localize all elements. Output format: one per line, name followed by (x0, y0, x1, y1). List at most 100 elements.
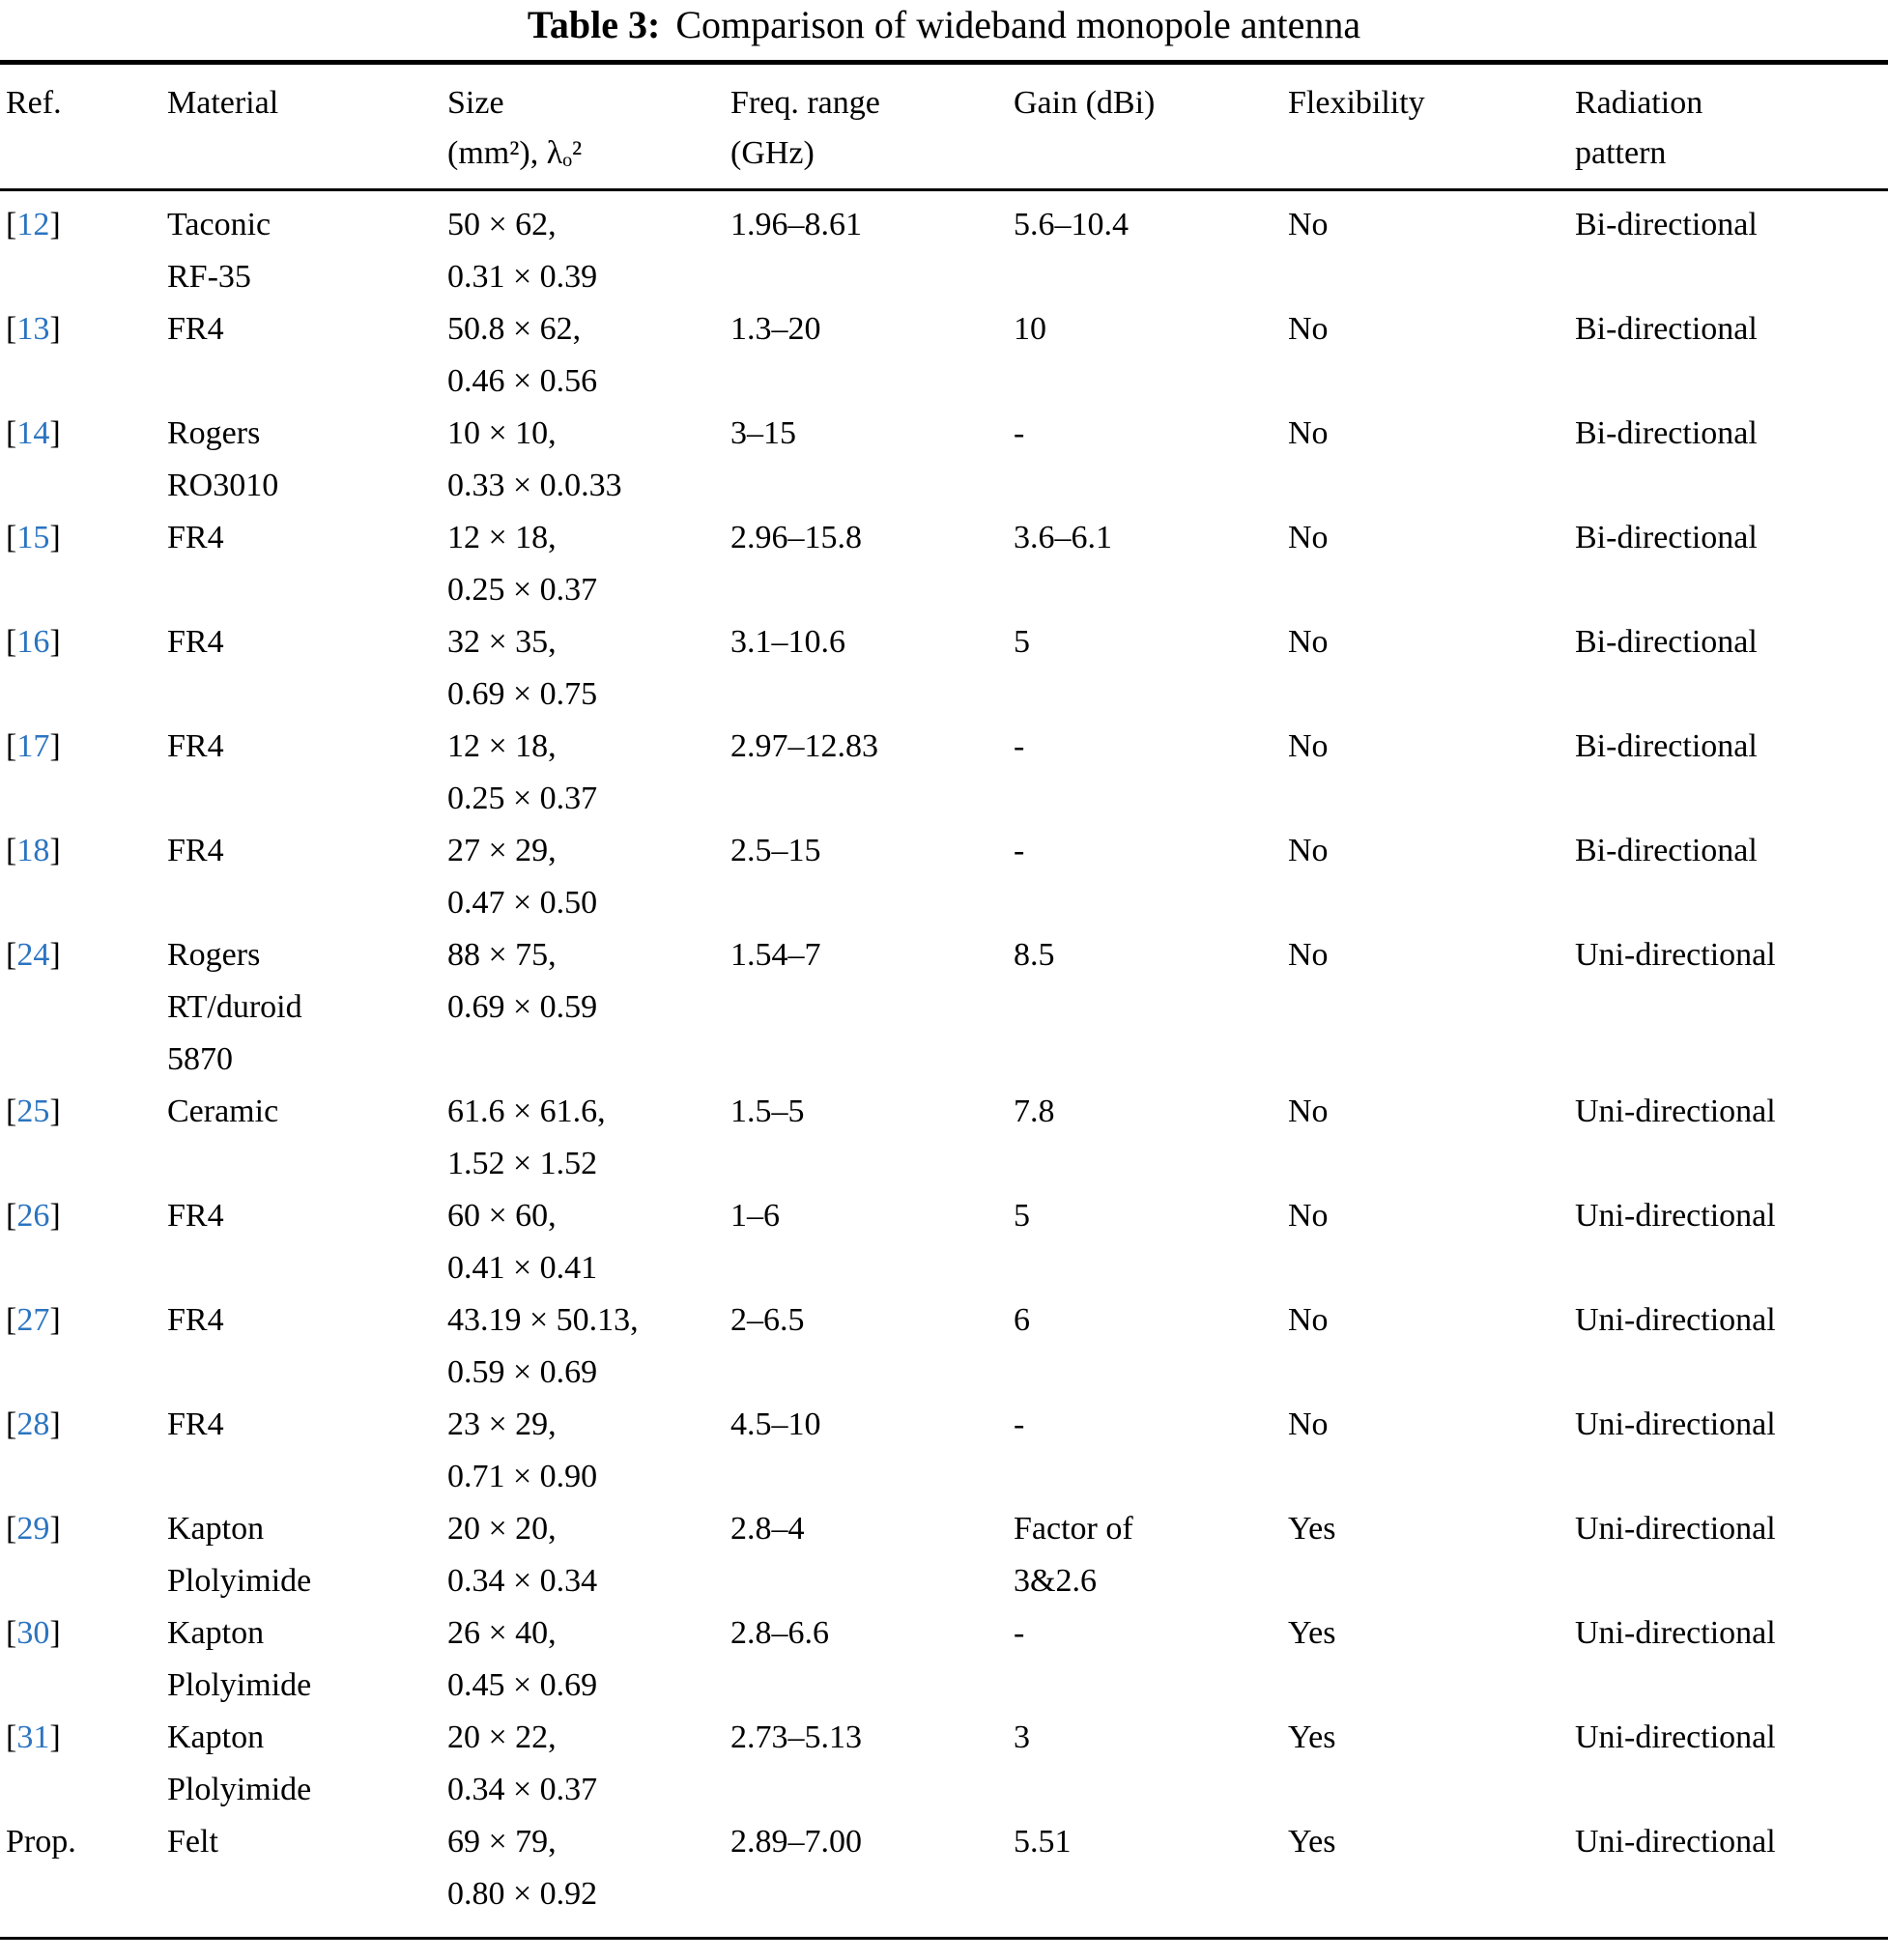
cell-line: 88 × 75, (447, 937, 557, 973)
cell-line: Plolyimide (167, 1563, 312, 1599)
header-freq: Freq. range (GHz) (730, 78, 1014, 179)
table-caption-text: Comparison of wideband monopole antenna (675, 3, 1361, 46)
citation-link[interactable]: [25] (6, 1094, 61, 1129)
ref-cell: [31] (6, 1712, 167, 1764)
cell-line: RT/duroid (167, 989, 302, 1025)
table-row: [15] FR4 12 × 18, 0.25 × 0.37 2.96–15.8 3.6–6… (6, 512, 1888, 616)
material-cell: Felt (167, 1816, 447, 1868)
radiation-cell: Bi-directional (1575, 512, 1888, 564)
size-cell: 69 × 79, 0.80 × 0.92 (447, 1816, 730, 1920)
citation-bracket-close: ] (49, 624, 61, 660)
size-cell: 61.6 × 61.6, 1.52 × 1.52 (447, 1086, 730, 1190)
cell-line: 50.8 × 62, (447, 311, 582, 347)
cell-line: 10 (1014, 311, 1046, 347)
size-cell: 50 × 62, 0.31 × 0.39 (447, 199, 730, 303)
citation-link[interactable]: [26] (6, 1198, 61, 1234)
citation-link[interactable]: [31] (6, 1719, 61, 1755)
freq-cell: 1.54–7 (730, 929, 1014, 981)
flexibility-cell: Yes (1288, 1607, 1575, 1660)
cell-line: 23 × 29, (447, 1406, 557, 1442)
radiation-cell: Bi-directional (1575, 616, 1888, 668)
cell-line: Felt (167, 1824, 218, 1860)
radiation-cell: Bi-directional (1575, 408, 1888, 460)
cell-line: Bi-directional (1575, 728, 1758, 764)
citation-bracket-open: [ (6, 1406, 17, 1442)
citation-number: 16 (16, 624, 50, 660)
citation-bracket-close: ] (49, 1198, 61, 1234)
cell-line: 5 (1014, 1198, 1030, 1234)
cell-line: 5870 (167, 1041, 233, 1077)
gain-cell: Factor of 3&2.6 (1014, 1503, 1288, 1607)
freq-cell: 3.1–10.6 (730, 616, 1014, 668)
flexibility-cell: No (1288, 1294, 1575, 1347)
material-cell: Rogers RT/duroid 5870 (167, 929, 447, 1086)
radiation-cell: Uni-directional (1575, 1503, 1888, 1555)
cell-line: 0.25 × 0.37 (447, 572, 598, 608)
citation-number: 31 (16, 1719, 50, 1755)
material-cell: FR4 (167, 303, 447, 355)
cell-line: 1.52 × 1.52 (447, 1146, 598, 1181)
citation-bracket-open: [ (6, 1302, 17, 1338)
citation-link[interactable]: [16] (6, 624, 61, 660)
citation-bracket-close: ] (49, 1719, 61, 1755)
radiation-cell: Uni-directional (1575, 1190, 1888, 1242)
flexibility-cell: No (1288, 199, 1575, 251)
freq-cell: 1.5–5 (730, 1086, 1014, 1138)
cell-line: Kapton (167, 1615, 265, 1651)
header-line: Radiation (1575, 85, 1703, 121)
size-cell: 60 × 60, 0.41 × 0.41 (447, 1190, 730, 1294)
material-cell: Ceramic (167, 1086, 447, 1138)
cell-line: No (1288, 520, 1329, 555)
citation-number: 27 (16, 1302, 50, 1338)
citation-link[interactable]: [13] (6, 311, 61, 347)
header-line: (mm²), λₒ² (447, 135, 583, 171)
citation-bracket-open: [ (6, 728, 17, 764)
citation-bracket-open: [ (6, 624, 17, 660)
cell-line: 50 × 62, (447, 207, 557, 242)
citation-link[interactable]: [12] (6, 207, 61, 242)
cell-line: Uni-directional (1575, 937, 1776, 973)
citation-link[interactable]: [29] (6, 1511, 61, 1547)
ref-cell: [13] (6, 303, 167, 355)
radiation-cell: Uni-directional (1575, 1816, 1888, 1868)
citation-link[interactable]: [24] (6, 937, 61, 973)
cell-line: 3–15 (730, 415, 796, 451)
size-cell: 12 × 18, 0.25 × 0.37 (447, 721, 730, 825)
citation-link[interactable]: [18] (6, 833, 61, 868)
ref-cell: [12] (6, 199, 167, 251)
cell-line: 3.1–10.6 (730, 624, 845, 660)
citation-link[interactable]: [14] (6, 415, 61, 451)
citation-link[interactable]: [27] (6, 1302, 61, 1338)
freq-cell: 2.8–6.6 (730, 1607, 1014, 1660)
citation-number: 12 (16, 207, 50, 242)
cell-line: Bi-directional (1575, 833, 1758, 868)
citation-bracket-close: ] (49, 1302, 61, 1338)
citation-link[interactable]: [15] (6, 520, 61, 555)
table-row: [13] FR4 50.8 × 62, 0.46 × 0.56 1.3–20 10 No Bi… (6, 303, 1888, 408)
cell-line: FR4 (167, 520, 224, 555)
cell-line: 2.97–12.83 (730, 728, 878, 764)
citation-bracket-open: [ (6, 1511, 17, 1547)
citation-bracket-open: [ (6, 1094, 17, 1129)
radiation-cell: Uni-directional (1575, 1399, 1888, 1451)
citation-bracket-close: ] (49, 520, 61, 555)
ref-cell: [15] (6, 512, 167, 564)
citation-number: 18 (16, 833, 50, 868)
cell-line: 0.34 × 0.34 (447, 1563, 598, 1599)
cell-line: No (1288, 1406, 1329, 1442)
cell-line: Ceramic (167, 1094, 279, 1129)
citation-link[interactable]: [28] (6, 1406, 61, 1442)
table-row: [31] Kapton Plolyimide 20 × 22, 0.34 × 0.37 2… (6, 1712, 1888, 1816)
ref-cell: [14] (6, 408, 167, 460)
cell-line: Uni-directional (1575, 1719, 1776, 1755)
cell-line: 0.80 × 0.92 (447, 1876, 598, 1912)
header-flexibility: Flexibility (1288, 78, 1575, 128)
citation-link[interactable]: [17] (6, 728, 61, 764)
citation-link[interactable]: [30] (6, 1615, 61, 1651)
cell-line: FR4 (167, 833, 224, 868)
cell-line: 61.6 × 61.6, (447, 1094, 606, 1129)
gain-cell: 3 (1014, 1712, 1288, 1764)
citation-number: 30 (16, 1615, 50, 1651)
cell-line: 3.6–6.1 (1014, 520, 1112, 555)
